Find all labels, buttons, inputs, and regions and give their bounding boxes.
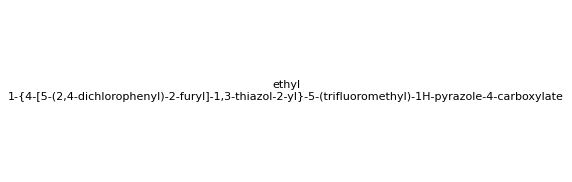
Text: ethyl 1-{4-[5-(2,4-dichlorophenyl)-2-furyl]-1,3-thiazol-2-yl}-5-(trifluoromethyl: ethyl 1-{4-[5-(2,4-dichlorophenyl)-2-fur… [8, 80, 564, 102]
